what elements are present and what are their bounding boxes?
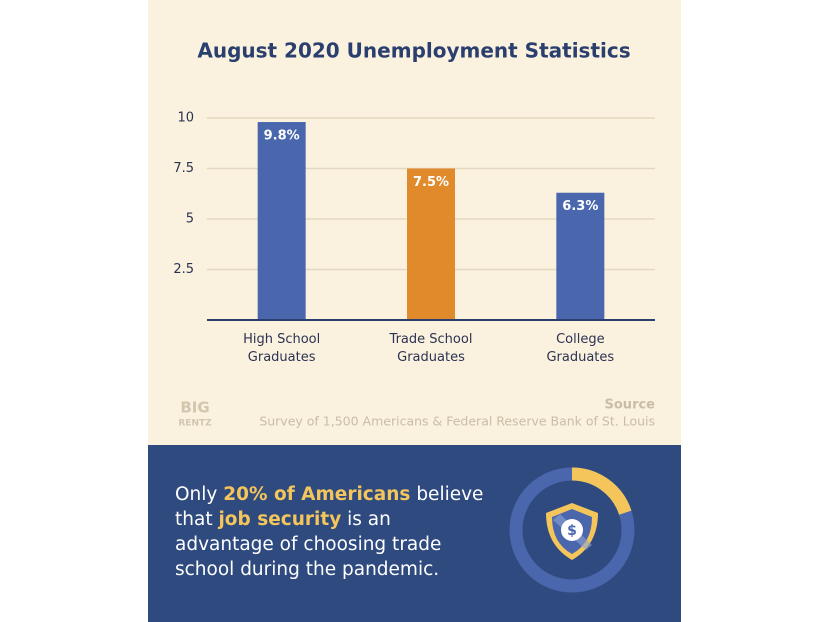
- value-label: 9.8%: [264, 129, 300, 144]
- y-tick-label: 10: [177, 111, 194, 126]
- source-heading: Source: [605, 398, 656, 413]
- donut-arc: [571, 467, 632, 515]
- logo-top: BIG: [180, 399, 209, 417]
- x-tick-label: High School Graduates: [243, 332, 321, 365]
- logo-bottom: RENTZ: [178, 419, 212, 429]
- callout-highlight: job security: [218, 509, 342, 530]
- bar: [556, 192, 605, 320]
- callout-part: Only: [175, 484, 224, 505]
- bar: [407, 168, 455, 320]
- logo: BIG RENTZ: [178, 399, 212, 429]
- callout-highlight: 20% of Americans: [223, 484, 411, 505]
- value-label: 7.5%: [413, 175, 449, 190]
- callout-text: Only 20% of Americans believe that job s…: [175, 482, 485, 582]
- callout-part: is an advantage of choosing trade school…: [175, 509, 442, 580]
- bar: [257, 122, 306, 320]
- x-tick-label: Trade School Graduates: [389, 332, 473, 365]
- callout-part: believe that: [175, 484, 484, 530]
- chart-title: August 2020 Unemployment Statistics: [197, 39, 630, 63]
- y-tick-label: 5: [186, 212, 194, 227]
- x-tick-label: College Graduates: [546, 332, 615, 365]
- y-tick-label: 7.5: [173, 161, 194, 176]
- svg-text:$: $: [567, 523, 577, 539]
- source-text: Survey of 1,500 Americans & Federal Rese…: [259, 414, 655, 429]
- value-label: 6.3%: [562, 199, 598, 214]
- shield: $: [546, 503, 598, 560]
- y-tick-label: 2.5: [173, 262, 194, 277]
